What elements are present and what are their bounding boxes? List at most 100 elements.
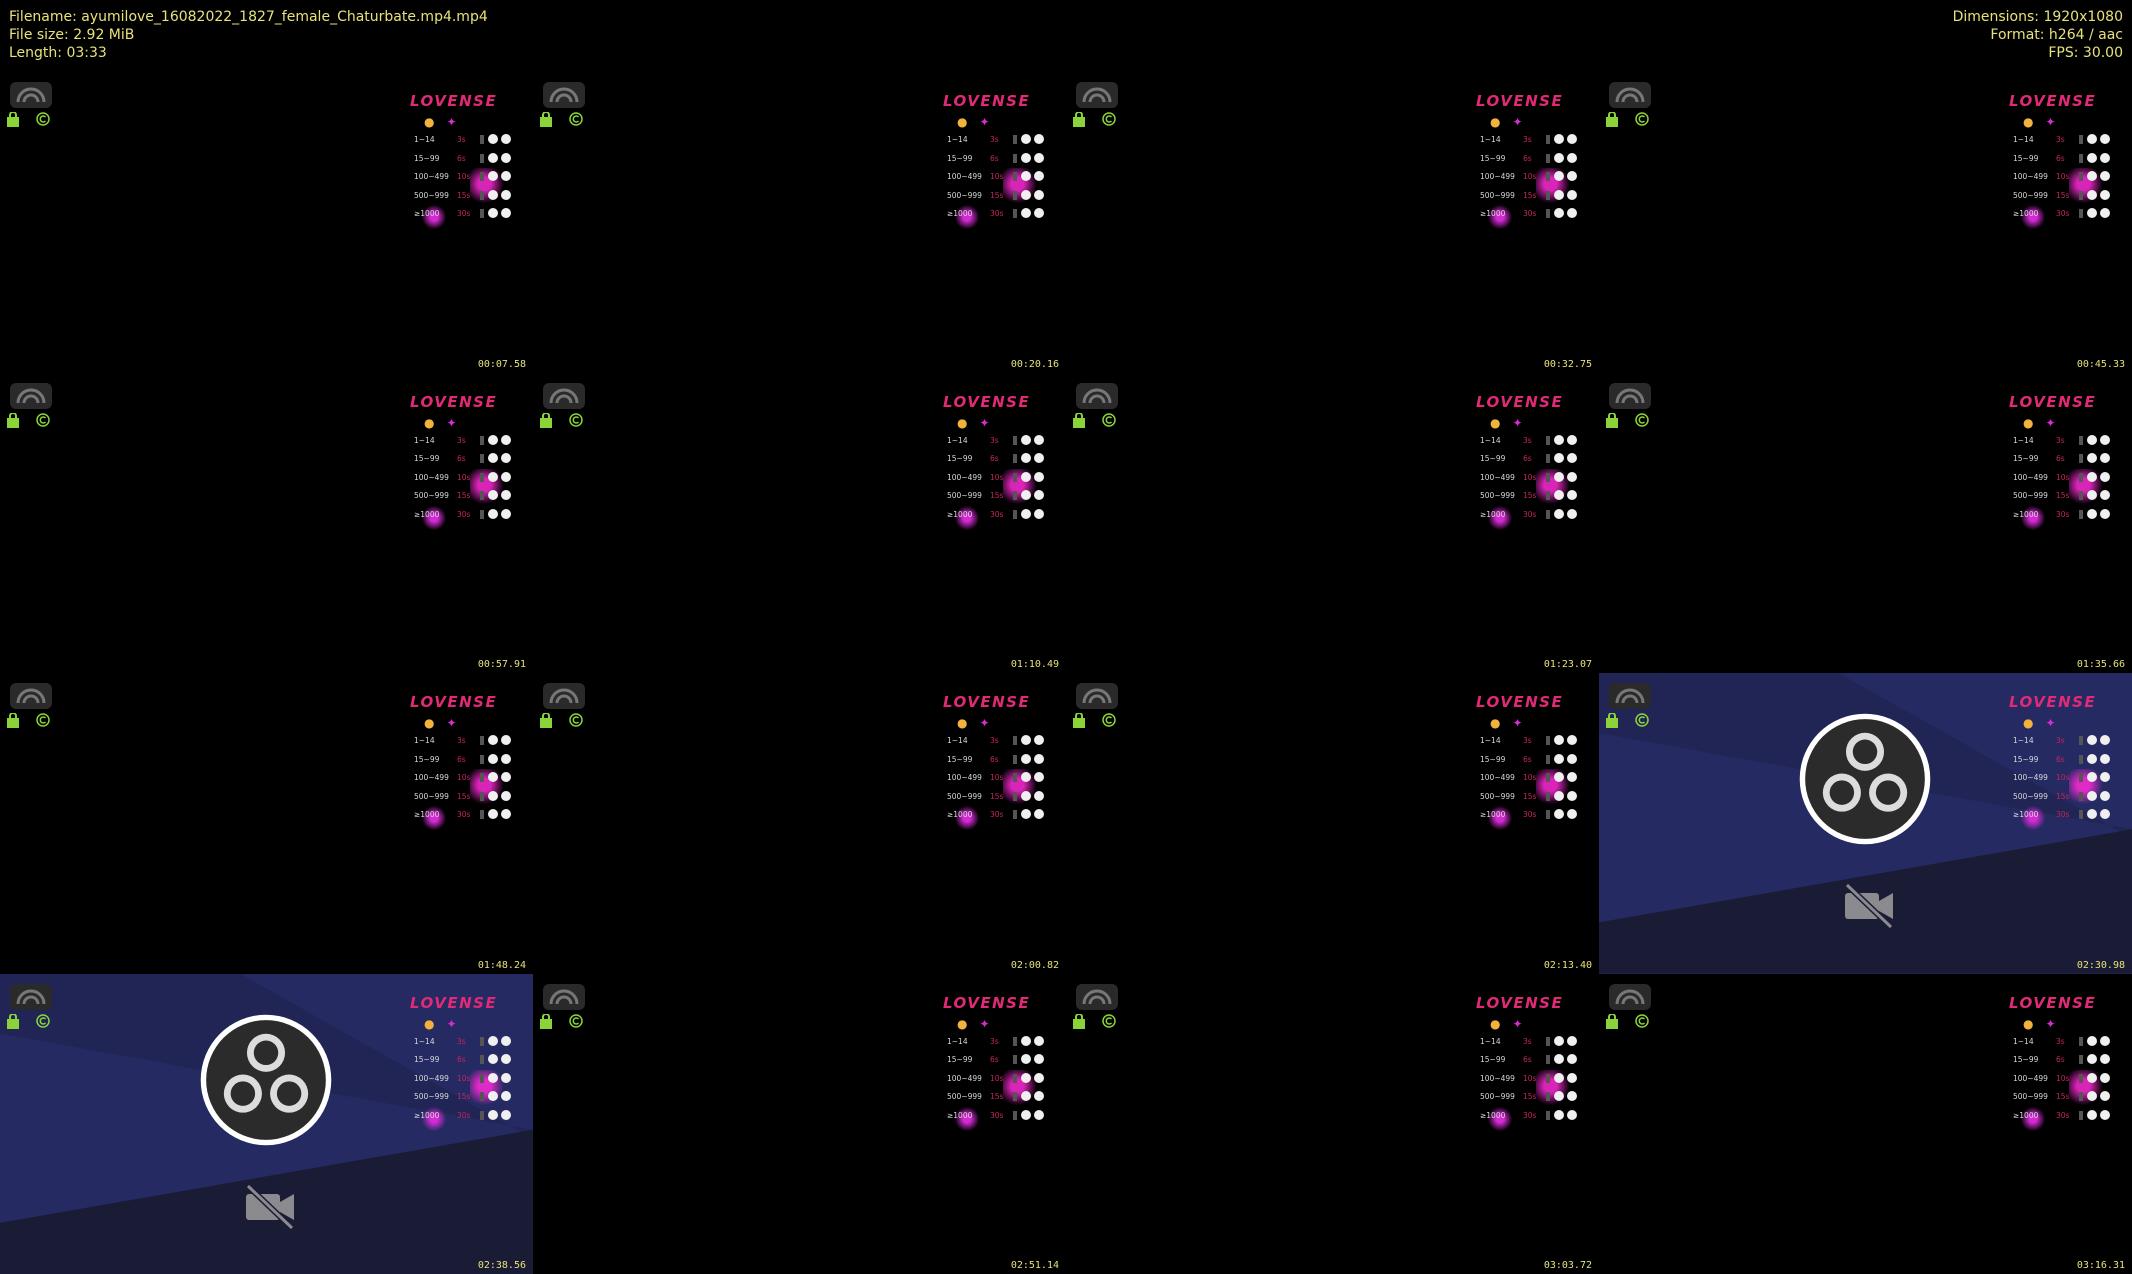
lovense-level-row: ≥1000 30s [943, 507, 1063, 523]
level-duration: 15s [990, 1092, 1004, 1101]
lovense-panel: LOVENSE ● ✦ 1~14 3s 15~99 6s 100~499 10s 500~999 1… [2009, 393, 2129, 553]
level-duration: 30s [457, 209, 471, 218]
lovense-icons: ● ✦ [957, 716, 990, 730]
lovense-level-row: 100~499 10s [410, 470, 530, 486]
level-bar [480, 435, 484, 445]
video-thumbnail[interactable]: LOVENSE ● ✦ 1~14 3s 15~99 6s 100~499 10s 500~999 1… [533, 372, 1066, 673]
level-range: 100~499 [2013, 172, 2048, 181]
lovense-level-row: 500~999 15s [410, 488, 530, 504]
level-range: 500~999 [414, 190, 449, 200]
video-thumbnail[interactable]: LOVENSE ● ✦ 1~14 3s 15~99 6s 100~499 10s 500~999 1… [1599, 72, 2132, 373]
level-icon [501, 434, 511, 445]
lovense-level-row: 1~14 3s [410, 433, 530, 449]
lovense-level-row: 1~14 3s [943, 433, 1063, 449]
lovense-level-row: 100~499 10s [410, 1071, 530, 1087]
level-range: ≥1000 [2013, 509, 2039, 519]
lovense-icons: ● ✦ [424, 1017, 457, 1031]
filesize-label: File size: 2.92 MiB [9, 27, 135, 43]
level-duration: 10s [990, 172, 1004, 181]
video-thumbnail[interactable]: LOVENSE ● ✦ 1~14 3s 15~99 6s 100~499 10s 500~999 1… [0, 372, 533, 673]
copyright-icon [569, 1013, 583, 1028]
level-icon [2100, 1054, 2110, 1064]
video-thumbnail[interactable]: LOVENSE ● ✦ 1~14 3s 15~99 6s 100~499 10s 500~999 1… [533, 673, 1066, 974]
lovense-title: LOVENSE [1476, 92, 1564, 110]
level-icon [1567, 1035, 1577, 1046]
level-icon [501, 152, 511, 163]
level-icon [1567, 1072, 1577, 1083]
copyright-icon [1635, 412, 1649, 427]
level-duration: 3s [457, 135, 466, 144]
signal-icon [10, 683, 52, 709]
level-bar [1546, 435, 1550, 445]
level-duration: 30s [990, 209, 1004, 218]
level-icon [2087, 1072, 2097, 1083]
level-range: 100~499 [414, 1073, 449, 1083]
level-bar [1546, 472, 1550, 482]
level-range: 15~99 [947, 754, 973, 764]
shopping-bag-icon [1606, 112, 1618, 127]
sparkle-decoration [420, 803, 448, 833]
level-bar [1013, 509, 1017, 519]
level-duration: 3s [2056, 435, 2065, 445]
level-duration: 15s [990, 190, 1004, 200]
level-icon [1567, 753, 1577, 764]
level-bar [1546, 454, 1550, 463]
level-bar [480, 1110, 484, 1120]
lovense-level-row: 15~99 6s [1476, 451, 1596, 467]
video-thumbnail[interactable]: LOVENSE ● ✦ 1~14 3s 15~99 6s 100~499 10s 500~999 1… [1066, 372, 1599, 673]
video-thumbnail[interactable]: LOVENSE ● ✦ 1~14 3s 15~99 6s 100~499 10s 500~999 1… [1066, 973, 1599, 1274]
lovense-icons: ● ✦ [1490, 115, 1523, 129]
level-range: 15~99 [414, 454, 440, 463]
video-thumbnail[interactable]: LOVENSE ● ✦ 1~14 3s 15~99 6s 100~499 10s 500~999 1… [1066, 72, 1599, 373]
level-icon [1034, 790, 1044, 801]
thumbnail-timestamp: 02:51.14 [1010, 1260, 1059, 1271]
level-icon [1021, 134, 1031, 144]
level-icon [1567, 735, 1577, 745]
level-icon [1021, 1109, 1031, 1120]
level-icon [1567, 208, 1577, 218]
lovense-panel: LOVENSE ● ✦ 1~14 3s 15~99 6s 100~499 10s 500~999 1… [410, 693, 530, 853]
level-bar [1013, 153, 1017, 163]
level-bar [1546, 509, 1550, 519]
lovense-level-row: 100~499 10s [2009, 1071, 2129, 1087]
level-icon [1567, 152, 1577, 163]
level-icon [1034, 471, 1044, 482]
video-thumbnail[interactable]: LOVENSE ● ✦ 1~14 3s 15~99 6s 100~499 10s 500~999 1… [1066, 673, 1599, 974]
lovense-title: LOVENSE [1476, 392, 1564, 411]
level-bar [2079, 172, 2083, 181]
level-duration: 30s [2056, 810, 2070, 819]
level-icon [1021, 1035, 1031, 1046]
level-bar [2079, 454, 2083, 463]
signal-icon [543, 82, 585, 108]
lovense-level-row: 500~999 15s [410, 188, 530, 204]
level-bar [1013, 491, 1017, 500]
lovense-level-row: 100~499 10s [2009, 770, 2129, 786]
signal-icon [1076, 382, 1118, 409]
copyright-icon [1102, 412, 1116, 427]
video-thumbnail[interactable]: LOVENSE ● ✦ 1~14 3s 15~99 6s 100~499 10s 500~999 1… [0, 72, 533, 373]
lovense-level-row: 15~99 6s [1476, 1052, 1596, 1068]
level-icon [1554, 152, 1564, 163]
lovense-panel: LOVENSE ● ✦ 1~14 3s 15~99 6s 100~499 10s 500~999 1… [943, 92, 1063, 252]
thumbnail-timestamp: 00:07.58 [477, 358, 526, 370]
shopping-bag-icon [1606, 1013, 1618, 1029]
video-thumbnail[interactable]: LOVENSE ● ✦ 1~14 3s 15~99 6s 100~499 10s 500~999 1… [533, 973, 1066, 1274]
video-thumbnail[interactable]: LOVENSE ● ✦ 1~14 3s 15~99 6s 100~499 10s 500~999 1… [1599, 673, 2132, 974]
level-range: 100~499 [414, 773, 449, 782]
video-thumbnail[interactable]: LOVENSE ● ✦ 1~14 3s 15~99 6s 100~499 10s 500~999 1… [0, 973, 533, 1274]
lovense-title: LOVENSE [410, 693, 498, 711]
video-thumbnail[interactable]: LOVENSE ● ✦ 1~14 3s 15~99 6s 100~499 10s 500~999 1… [533, 72, 1066, 373]
video-thumbnail[interactable]: LOVENSE ● ✦ 1~14 3s 15~99 6s 100~499 10s 500~999 1… [0, 673, 533, 974]
level-icon [1021, 790, 1031, 801]
level-duration: 6s [457, 153, 466, 163]
lovense-level-row: ≥1000 30s [410, 1108, 530, 1124]
video-thumbnail[interactable]: LOVENSE ● ✦ 1~14 3s 15~99 6s 100~499 10s 500~999 1… [1599, 372, 2132, 673]
level-bar [1013, 810, 1017, 819]
lovense-level-row: 500~999 15s [2009, 789, 2129, 805]
video-thumbnail[interactable]: LOVENSE ● ✦ 1~14 3s 15~99 6s 100~499 10s 500~999 1… [1599, 973, 2132, 1274]
shopping-bag-icon [1606, 412, 1618, 428]
level-duration: 6s [2056, 153, 2065, 163]
level-range: 500~999 [2013, 791, 2048, 801]
level-range: ≥1000 [1480, 209, 1506, 218]
level-icon [501, 1054, 511, 1064]
